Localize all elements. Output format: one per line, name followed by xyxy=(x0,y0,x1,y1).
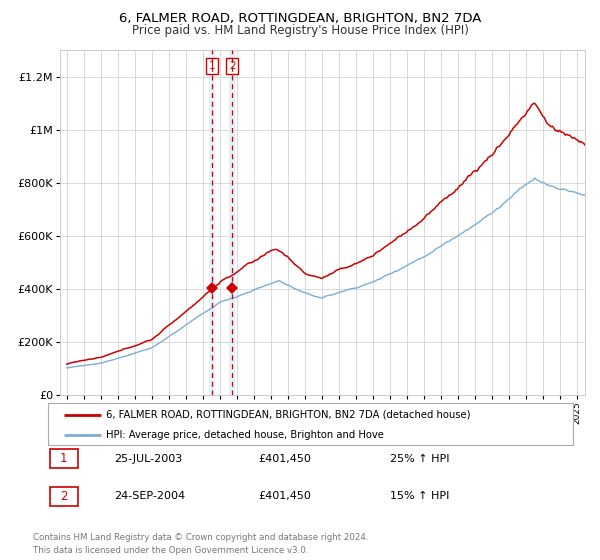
FancyBboxPatch shape xyxy=(50,487,77,506)
Text: HPI: Average price, detached house, Brighton and Hove: HPI: Average price, detached house, Brig… xyxy=(106,430,383,440)
Text: 2: 2 xyxy=(60,489,67,503)
Text: Price paid vs. HM Land Registry's House Price Index (HPI): Price paid vs. HM Land Registry's House … xyxy=(131,24,469,37)
Text: 25-JUL-2003: 25-JUL-2003 xyxy=(114,454,182,464)
Text: £401,450: £401,450 xyxy=(258,454,311,464)
Text: 15% ↑ HPI: 15% ↑ HPI xyxy=(390,491,449,501)
Text: 6, FALMER ROAD, ROTTINGDEAN, BRIGHTON, BN2 7DA (detached house): 6, FALMER ROAD, ROTTINGDEAN, BRIGHTON, B… xyxy=(106,410,470,420)
Text: £401,450: £401,450 xyxy=(258,491,311,501)
Text: 1: 1 xyxy=(209,61,215,71)
FancyBboxPatch shape xyxy=(50,449,77,468)
Text: 2: 2 xyxy=(229,61,235,71)
Text: 25% ↑ HPI: 25% ↑ HPI xyxy=(390,454,449,464)
Text: 1: 1 xyxy=(60,452,67,465)
Text: Contains HM Land Registry data © Crown copyright and database right 2024.
This d: Contains HM Land Registry data © Crown c… xyxy=(33,533,368,554)
FancyBboxPatch shape xyxy=(48,403,573,445)
Bar xyxy=(229,50,235,395)
Bar xyxy=(209,50,215,395)
Text: 6, FALMER ROAD, ROTTINGDEAN, BRIGHTON, BN2 7DA: 6, FALMER ROAD, ROTTINGDEAN, BRIGHTON, B… xyxy=(119,12,481,25)
Text: 24-SEP-2004: 24-SEP-2004 xyxy=(114,491,185,501)
